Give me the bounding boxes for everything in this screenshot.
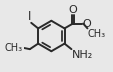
Text: O: O bbox=[68, 5, 77, 15]
Text: I: I bbox=[27, 10, 31, 23]
Text: CH₃: CH₃ bbox=[87, 29, 105, 39]
Text: NH₂: NH₂ bbox=[71, 50, 92, 60]
Text: CH₃: CH₃ bbox=[4, 43, 22, 53]
Text: O: O bbox=[82, 19, 90, 29]
